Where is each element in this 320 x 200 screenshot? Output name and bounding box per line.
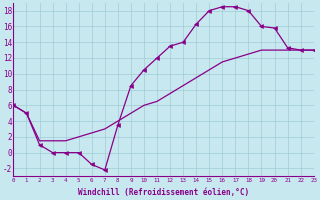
X-axis label: Windchill (Refroidissement éolien,°C): Windchill (Refroidissement éolien,°C): [78, 188, 249, 197]
